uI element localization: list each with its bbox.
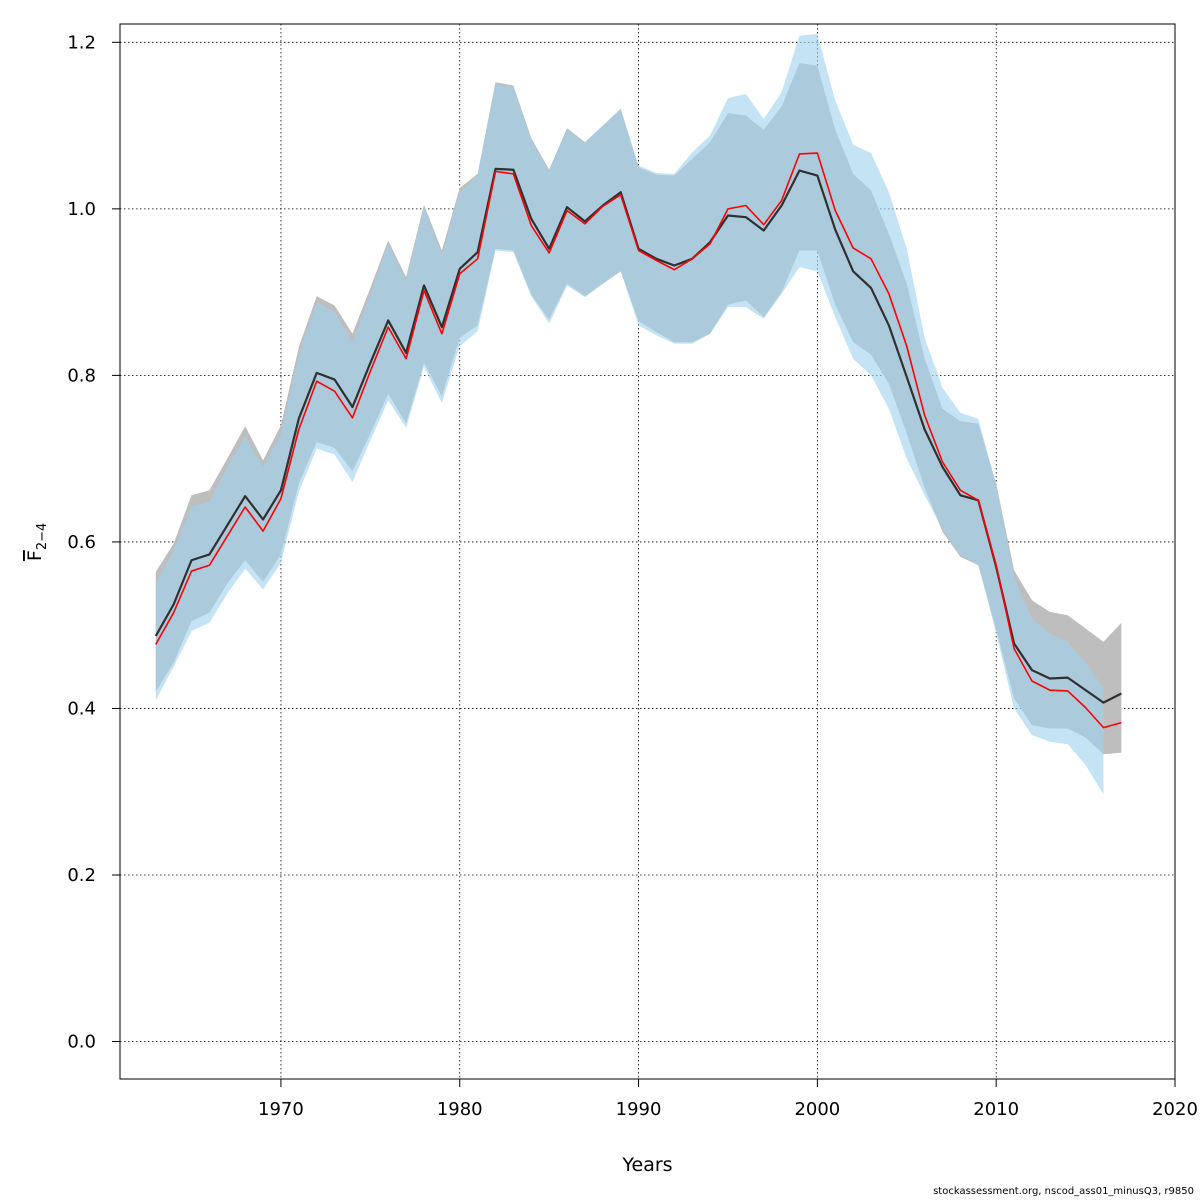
- x-tick-label-1990: 1990: [616, 1099, 662, 1120]
- y-tick-label-1: 0.2: [67, 865, 96, 886]
- y-axis-title-sub: 2−4: [35, 523, 50, 550]
- y-tick-label-4: 0.8: [67, 365, 96, 386]
- y-tick-label-6: 1.2: [67, 32, 96, 53]
- x-tick-label-1970: 1970: [258, 1099, 304, 1120]
- y-tick-label-5: 1.0: [67, 199, 96, 220]
- y-axis-title: F2−4: [24, 523, 50, 561]
- y-tick-label-0: 0.0: [67, 1032, 96, 1053]
- y-tick-label-2: 0.4: [67, 698, 96, 719]
- x-tick-label-2010: 2010: [973, 1099, 1019, 1120]
- footer-caption: stockassessment.org, nscod_ass01_minusQ3…: [933, 1186, 1194, 1197]
- estimate-lines: [154, 152, 1122, 729]
- band-band_blue: [155, 33, 1104, 795]
- axes: 1970 1980 1990 2000 2010 2020 0.0 0.2 0.4 0.6 0.8 1…: [67, 32, 1198, 1120]
- svg-text:F2−4: F2−4: [24, 523, 50, 561]
- plot-frame: [119, 23, 1176, 1080]
- confidence-bands: [155, 33, 1122, 795]
- line-line_red: [155, 152, 1122, 729]
- y-tick-label-3: 0.6: [67, 532, 96, 553]
- x-tick-label-1980: 1980: [437, 1099, 483, 1120]
- x-axis-title: Years: [621, 1154, 672, 1176]
- x-tick-label-2020: 2020: [1152, 1099, 1198, 1120]
- y-axis-title-main: F: [24, 550, 46, 561]
- x-tick-label-2000: 2000: [794, 1099, 840, 1120]
